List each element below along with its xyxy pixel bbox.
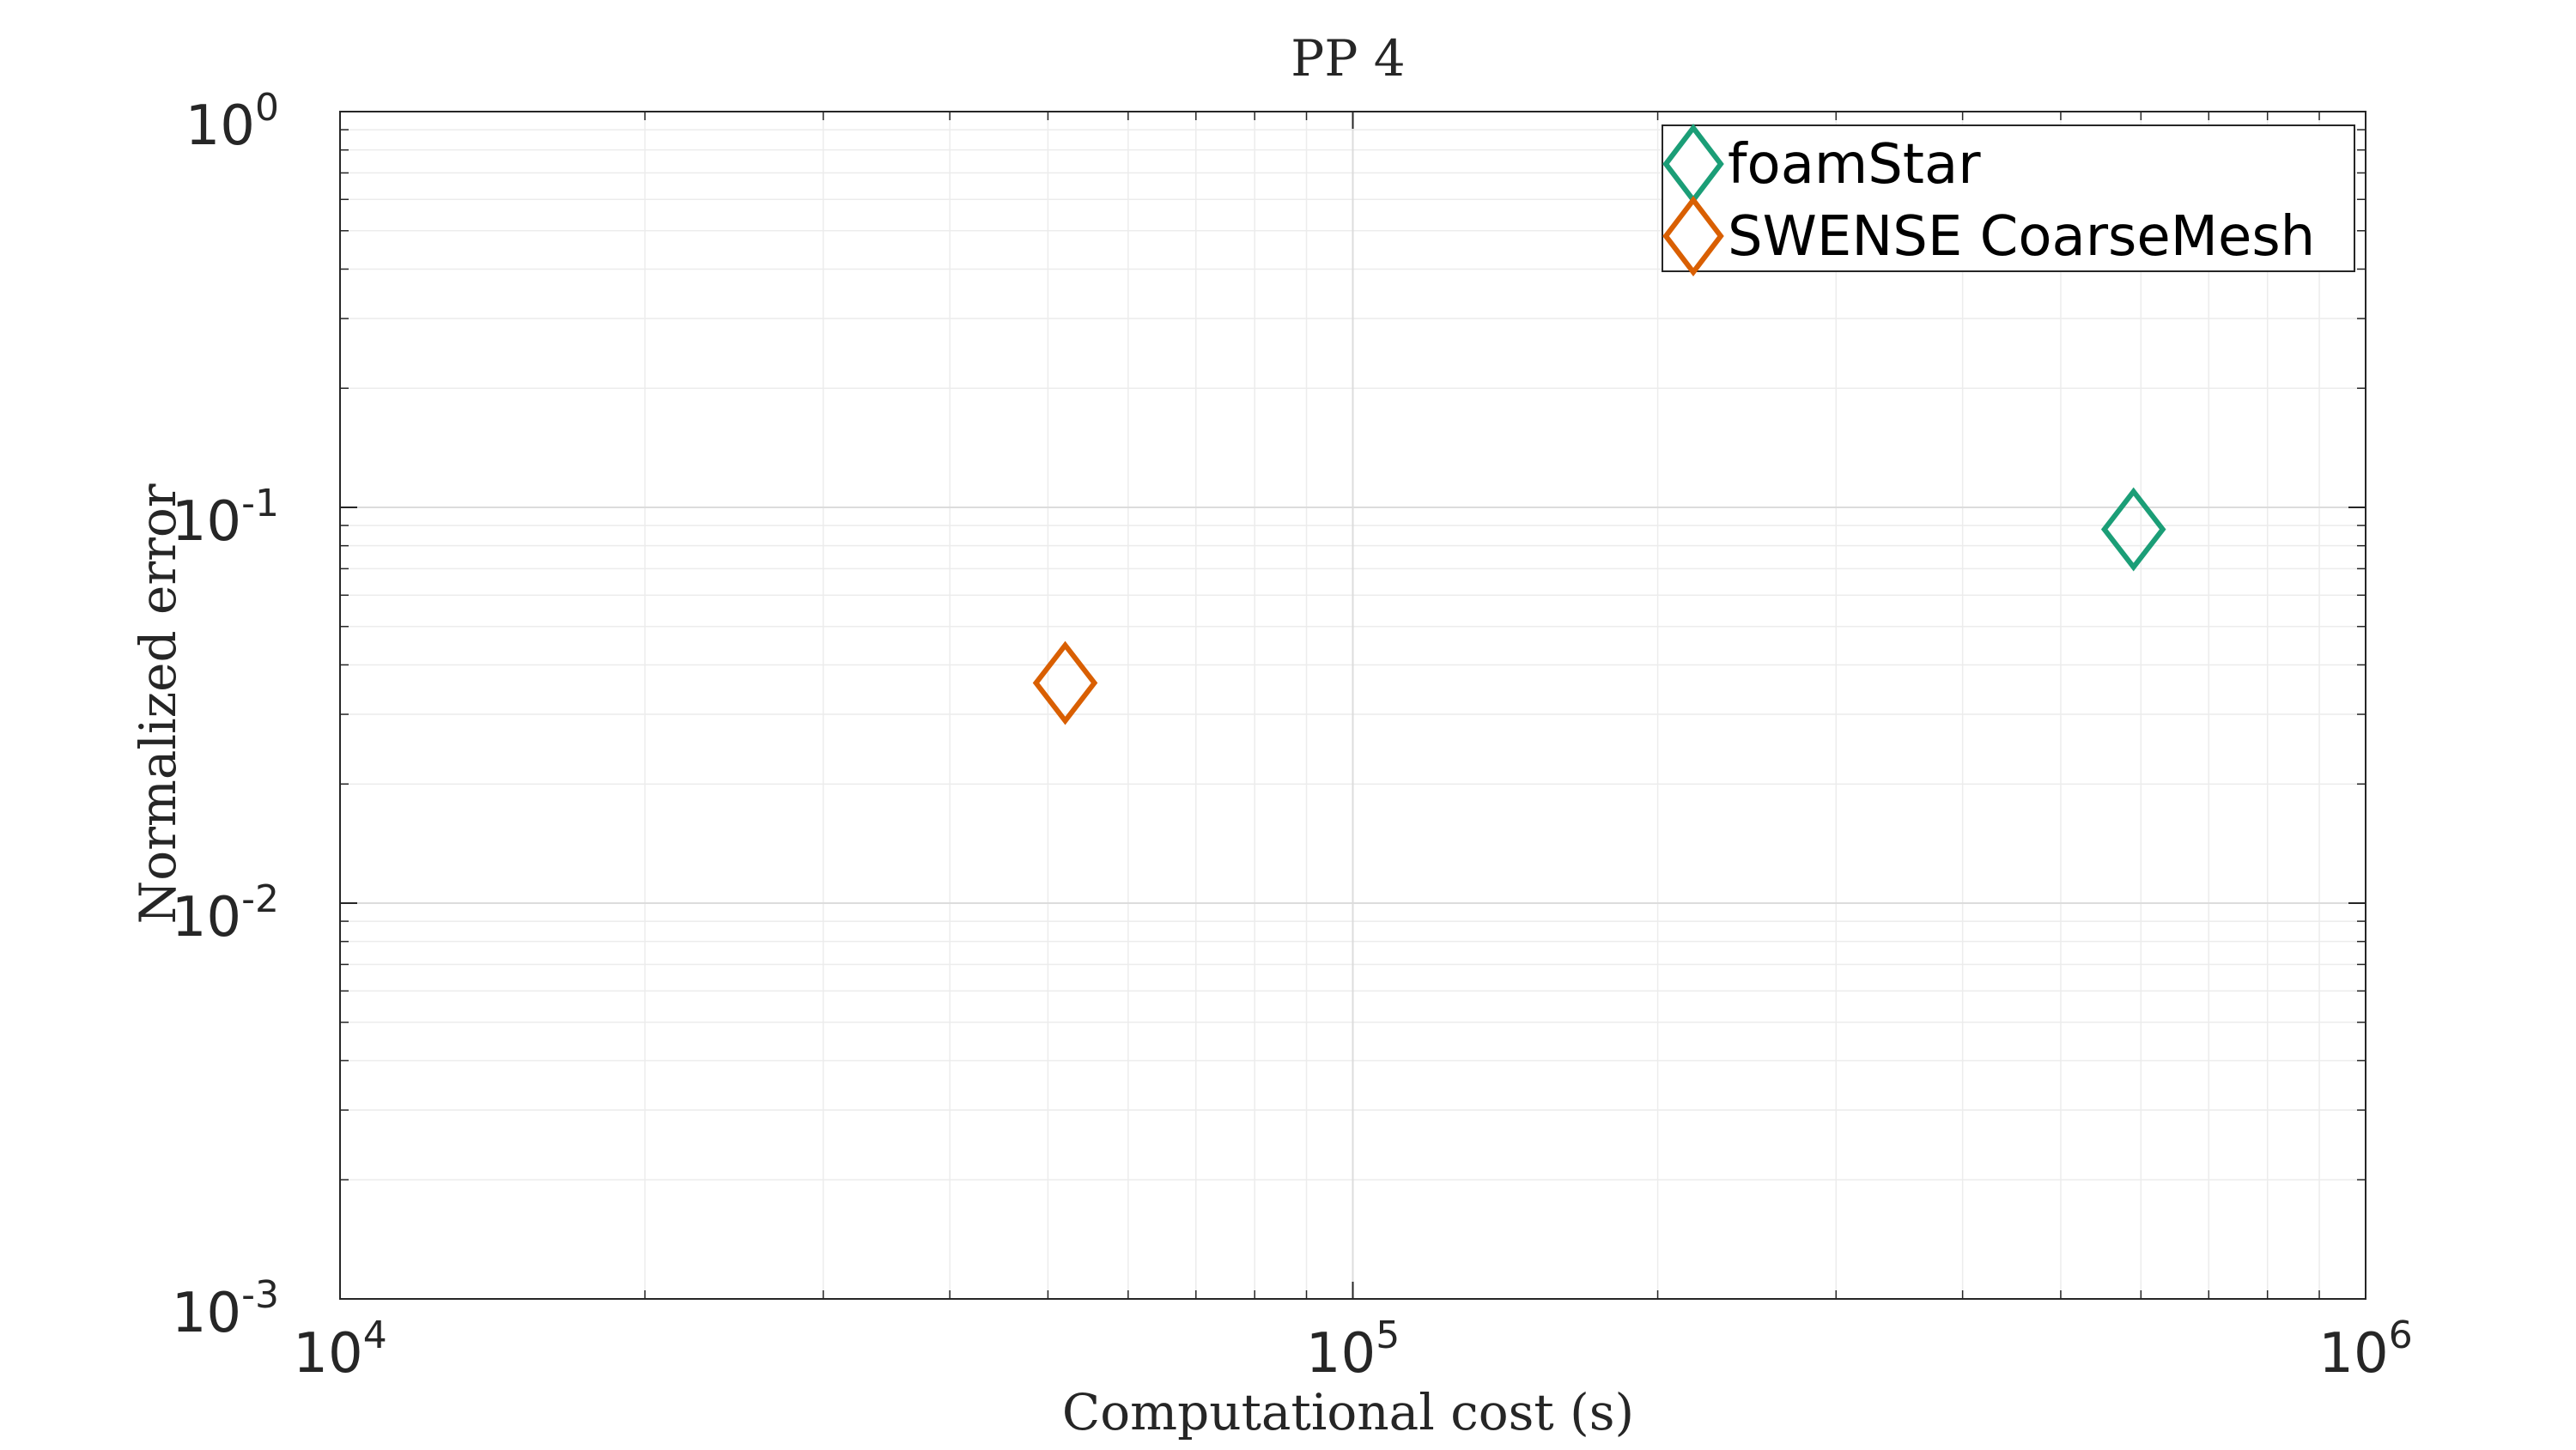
data-point [2100, 487, 2166, 572]
y-tick-label: 10-1 [172, 482, 279, 554]
axes-box [339, 111, 2366, 1300]
y-tick-label: 100 [185, 86, 279, 158]
data-point [1032, 640, 1098, 725]
data-points [1032, 487, 2166, 725]
y-tick-label: 10-2 [172, 877, 279, 949]
axes: 104 105 106 100 10-1 10-2 10-3 [172, 86, 2413, 1386]
x-tick-label: 104 [293, 1313, 386, 1386]
legend-label: SWENSE CoarseMesh [1728, 205, 2315, 269]
y-tick-label: 10-3 [172, 1273, 279, 1345]
x-axis-label: Computational cost (s) [1062, 1383, 1634, 1441]
y-axis-label: Normalized error [129, 483, 187, 924]
legend-marker [1662, 196, 1724, 276]
legend: foamStar SWENSE CoarseMesh [1662, 124, 2355, 276]
legend-box [1662, 124, 2355, 272]
x-tick-label: 105 [1306, 1313, 1400, 1386]
chart-title: PP 4 [1291, 29, 1405, 88]
x-tick-label: 106 [2318, 1313, 2412, 1386]
legend-label: foamStar [1728, 133, 1981, 197]
grid [339, 111, 2366, 1300]
